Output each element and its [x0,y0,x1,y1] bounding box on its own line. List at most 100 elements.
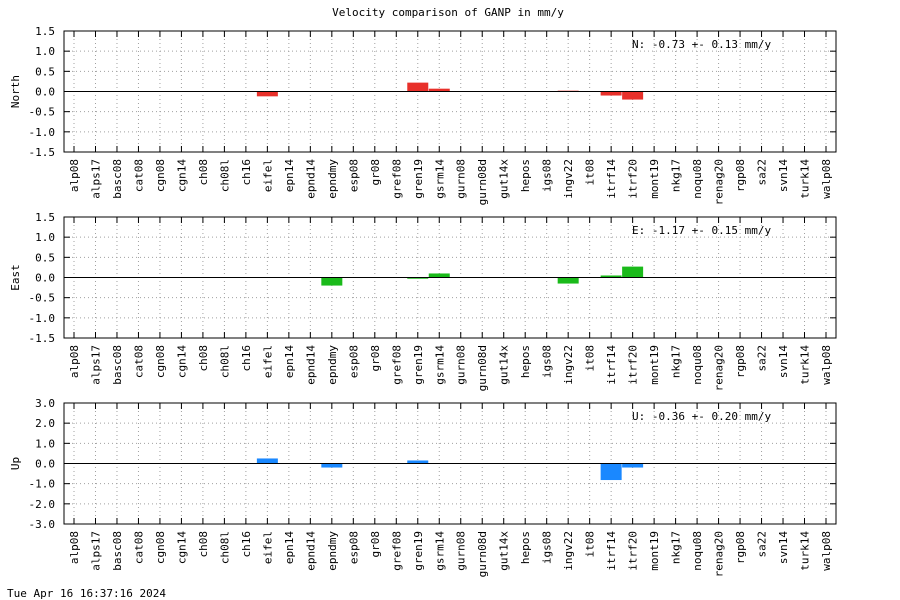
y-axis-label: East [9,264,22,291]
ytick-label: -0.5 [29,106,56,119]
category-label: gref08 [390,345,403,385]
plot-frame [63,216,837,339]
category-label: gurn08d [476,345,489,391]
category-label: esp08 [347,531,360,564]
bar-ingv22 [557,277,579,284]
category-label: hepos [519,531,532,564]
category-label: gr08 [369,159,382,186]
category-label: ingv22 [562,531,575,571]
category-label: cgn14 [175,531,188,564]
category-label: cgn14 [175,159,188,192]
category-label: sa22 [756,345,769,372]
velocity-annotation: E: -1.17 +- 0.15 mm/y [632,224,771,237]
ytick-label: 0.0 [35,458,55,471]
category-label: eifel [261,531,274,564]
category-label: noqu08 [691,159,704,199]
category-label: alp08 [68,159,81,192]
panel-up: 3.0 2.0 1.0 0.0 -1.0 -2.0 -3.0 alp08 alps17 basc0… [9,397,837,577]
category-label: turk14 [799,345,812,385]
category-label: sa22 [756,159,769,186]
timestamp: Tue Apr 16 16:37:16 2024 [7,587,166,600]
category-label: svn14 [777,345,790,378]
category-label: it08 [584,345,597,372]
bar-eifel [256,458,278,464]
bar-eifel [256,91,278,97]
category-label: gurn08 [455,531,468,571]
category-label: gsrm14 [433,159,446,199]
ytick-label: 1.5 [35,211,55,224]
ytick-label: 0.0 [35,272,55,285]
category-label: ch16 [240,159,253,186]
bar-epndmy [321,463,343,468]
category-label: rgp08 [734,345,747,378]
category-label: gren19 [412,345,425,385]
category-label: gut14x [498,159,511,199]
ytick-label: -3.0 [29,518,56,531]
category-label: ch16 [240,345,253,372]
category-label: renag20 [713,531,726,577]
category-label: ingv22 [562,345,575,385]
category-label: gurn08 [455,159,468,199]
category-label: noqu08 [691,345,704,385]
category-label: walp08 [820,159,833,199]
category-label: svn14 [777,531,790,564]
category-label: epn14 [283,531,296,564]
category-label: epndmy [326,345,339,385]
bar-itrf20 [622,463,644,468]
chart-title: Velocity comparison of GANP in mm/y [332,6,564,19]
category-label: itrf20 [627,345,640,385]
y-axis-label: North [9,75,22,108]
category-label: ingv22 [562,159,575,199]
bar-itrf14 [600,275,622,278]
category-label: basc08 [111,345,124,385]
category-label: esp08 [347,159,360,192]
category-label: itrf14 [605,159,618,199]
category-label: gren19 [412,531,425,571]
category-label: epn14 [283,345,296,378]
category-label: itrf20 [627,159,640,199]
category-label: itrf20 [627,531,640,571]
category-label: nkg17 [670,345,683,378]
category-label: cgn08 [154,159,167,192]
category-label: gref08 [390,159,403,199]
category-label: ch08l [218,345,231,378]
category-label: ch08l [218,531,231,564]
ytick-label: 1.0 [35,437,55,450]
chart-panels: 1.5 1.0 0.5 0.0 -0.5 -1.0 -1.5 alp08 alps17 basc0… [9,25,837,577]
category-label: mont19 [648,345,661,385]
category-label: ch08 [197,159,210,186]
bar-itrf14 [600,91,622,96]
category-label: alp08 [68,531,81,564]
category-label: epndmy [326,531,339,571]
ytick-label: -2.0 [29,498,56,511]
category-label: gr08 [369,345,382,372]
category-label: epnd14 [304,159,317,199]
category-label: walp08 [820,531,833,571]
category-label: sa22 [756,531,769,558]
category-label: hepos [519,345,532,378]
ytick-label: -1.5 [29,332,56,345]
panel-east: 1.5 1.0 0.5 0.0 -0.5 -1.0 -1.5 alp08 alps17 basc0… [9,211,837,391]
category-label: nkg17 [670,531,683,564]
ytick-label: 1.0 [35,45,55,58]
category-label: igs08 [541,159,554,192]
category-label: esp08 [347,345,360,378]
category-label: nkg17 [670,159,683,192]
bar-gsrm14 [428,88,450,92]
category-label: epndmy [326,159,339,199]
category-label: rgp08 [734,531,747,564]
category-label: hepos [519,159,532,192]
category-label: gref08 [390,531,403,571]
category-label: cat08 [132,159,145,192]
category-label: ch08l [218,159,231,192]
bar-itrf20 [622,91,644,100]
ytick-label: -1.0 [29,478,56,491]
category-label: ch08 [197,345,210,372]
category-label: gut14x [498,531,511,571]
ytick-label: 0.0 [35,86,55,99]
category-label: turk14 [799,159,812,199]
category-label: ch16 [240,531,253,558]
ytick-label: 1.0 [35,231,55,244]
category-label: gurn08d [476,159,489,205]
